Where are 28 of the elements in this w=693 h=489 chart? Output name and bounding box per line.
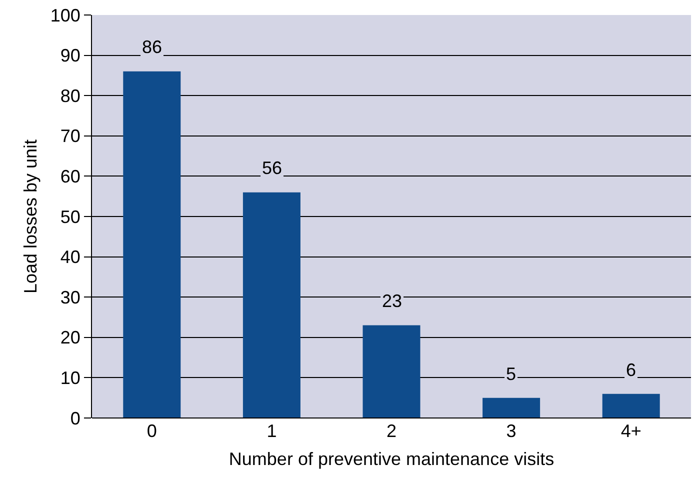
y-tick-label: 80 — [60, 86, 80, 106]
data-label: 23 — [382, 291, 402, 311]
x-tick-label: 3 — [506, 421, 516, 441]
y-axis-title: Load losses by unit — [20, 139, 41, 294]
y-tick-label: 50 — [60, 206, 80, 227]
bar — [123, 71, 181, 418]
data-label: 86 — [142, 37, 162, 57]
y-tick-label: 60 — [60, 166, 80, 186]
bar — [482, 398, 540, 418]
x-tick-label: 2 — [386, 421, 397, 441]
bar — [242, 192, 300, 418]
x-tick-label: 4+ — [620, 421, 642, 441]
data-label: 56 — [262, 158, 282, 178]
x-tick-label: 1 — [266, 421, 277, 441]
y-tick-label: 70 — [60, 126, 80, 146]
x-tick-label: 0 — [146, 421, 157, 441]
y-tick-label: 40 — [60, 247, 80, 268]
y-tick-label: 20 — [60, 328, 80, 348]
y-tick-label: 10 — [60, 368, 80, 388]
bar — [362, 325, 420, 418]
data-label: 5 — [506, 364, 516, 384]
x-axis-title: Number of preventive maintenance visits — [228, 449, 554, 470]
data-label: 6 — [626, 360, 636, 380]
bar — [602, 394, 660, 418]
y-tick-label: 0 — [70, 408, 80, 428]
y-tick-label: 90 — [60, 46, 80, 66]
y-tick-label: 100 — [50, 5, 80, 26]
y-tick-label: 30 — [60, 287, 80, 308]
